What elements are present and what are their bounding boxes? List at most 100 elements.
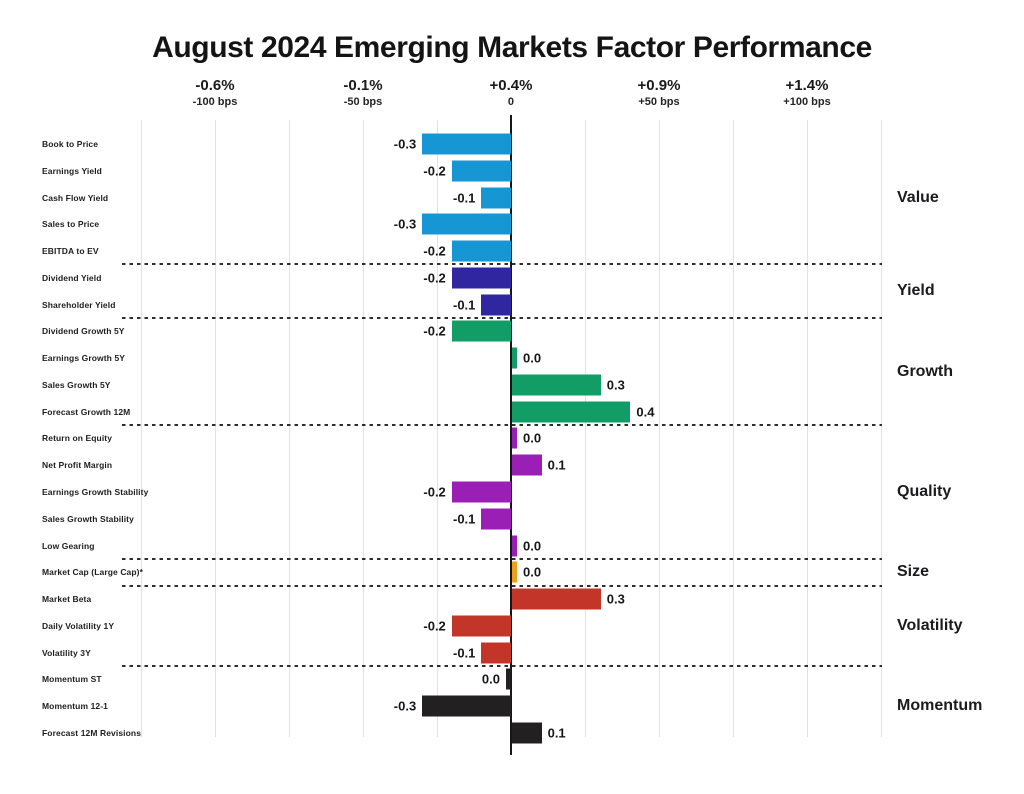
- bar-value-label: -0.1: [452, 511, 476, 527]
- factor-bar: [512, 588, 601, 610]
- group-separator-line: [122, 665, 882, 667]
- gridline: [141, 120, 142, 737]
- factor-bar: [481, 187, 511, 209]
- bar-value-label: -0.2: [423, 270, 446, 286]
- group-label: Value: [897, 188, 939, 206]
- bar-value-label: 0.0: [523, 430, 542, 446]
- axis-tick-pct-label: +0.4%: [489, 77, 533, 94]
- factor-label: Net Profit Margin: [42, 460, 113, 471]
- gridline: [881, 120, 882, 737]
- factor-bar: [512, 722, 542, 744]
- bar-value-label: 0.1: [547, 457, 566, 473]
- bar-value-label: 0.0: [523, 350, 542, 366]
- factor-label: Book to Price: [42, 139, 99, 149]
- factor-label: Return on Equity: [42, 433, 113, 444]
- gridline: [585, 120, 586, 737]
- factor-label: Sales to Price: [42, 219, 100, 230]
- factor-label: Shareholder Yield: [42, 299, 116, 310]
- factor-label: Earnings Growth Stability: [42, 487, 149, 497]
- gridline: [659, 120, 660, 737]
- axis-tick: -0.6% -100 bps: [193, 78, 238, 108]
- bar-value-label: 0.4: [636, 404, 655, 420]
- factor-label: Cash Flow Yield: [42, 192, 109, 203]
- axis-tick-pct-label: -0.1%: [343, 77, 383, 94]
- factor-bar: [451, 240, 511, 262]
- gridline: [215, 120, 216, 737]
- factor-label: Sales Growth 5Y: [42, 379, 111, 390]
- bar-value-label: 0.3: [606, 591, 625, 607]
- group-separator-line: [122, 584, 882, 587]
- bar-value-label: -0.3: [393, 216, 417, 232]
- group-label: Size: [897, 563, 930, 581]
- bar-value-label: -0.2: [423, 484, 446, 500]
- factor-label: Daily Volatility 1Y: [42, 620, 115, 631]
- group-separator-line: [122, 557, 882, 560]
- bar-value-label: -0.2: [423, 243, 446, 259]
- factor-label: Momentum 12-1: [42, 701, 109, 712]
- group-separator-line: [122, 424, 882, 427]
- group-label: Yield: [897, 282, 935, 300]
- factor-label: Market Cap (Large Cap)*: [42, 567, 144, 578]
- factor-bar: [422, 213, 511, 235]
- factor-bar: [512, 347, 517, 369]
- gridline: [733, 120, 734, 737]
- factor-label: Volatility 3Y: [42, 647, 91, 658]
- factor-label: Low Gearing: [42, 540, 95, 551]
- factor-label: Market Beta: [42, 594, 92, 605]
- axis-tick-pct-label: +1.4%: [785, 77, 829, 94]
- group-label: Quality: [897, 483, 952, 500]
- factor-label: Sales Growth Stability: [42, 513, 134, 524]
- axis-tick: +0.9% +50 bps: [638, 78, 681, 108]
- axis-tick-pct-label: +0.9%: [637, 77, 681, 94]
- factor-bar: [512, 427, 517, 449]
- zero-axis-line: [510, 115, 512, 755]
- bar-value-label: 0.3: [606, 377, 625, 393]
- factor-label: Earnings Yield: [42, 165, 102, 176]
- factor-label: Earnings Growth 5Y: [42, 353, 126, 364]
- gridline: [289, 120, 290, 737]
- factor-bar: [451, 481, 511, 503]
- axis-tick-bps-label: -50 bps: [343, 96, 383, 108]
- bar-value-label: -0.1: [452, 645, 476, 661]
- bar-value-label: -0.1: [452, 297, 476, 313]
- factor-bar: [481, 294, 511, 316]
- bar-value-label: -0.2: [423, 163, 446, 179]
- factor-bar: [451, 615, 511, 637]
- factor-label: Dividend Yield: [42, 272, 102, 283]
- factor-bar: [451, 160, 511, 182]
- factor-bar: [512, 401, 631, 423]
- bar-value-label: -0.2: [423, 618, 446, 634]
- factor-bar: [506, 668, 511, 690]
- factor-bar: [481, 508, 511, 530]
- bar-value-label: -0.3: [393, 136, 417, 152]
- factor-bar: [481, 642, 511, 664]
- axis-tick: +0.4% 0: [490, 78, 533, 108]
- bar-value-label: 0.0: [523, 564, 542, 580]
- factor-bar: [451, 320, 511, 342]
- gridline: [437, 120, 438, 737]
- factor-label: Forecast Growth 12M: [42, 406, 131, 417]
- bar-value-label: 0.0: [523, 538, 542, 554]
- factor-bar: [512, 454, 542, 476]
- bar-value-label: -0.2: [423, 323, 446, 339]
- gridline: [363, 120, 364, 737]
- factor-label: Dividend Growth 5Y: [42, 326, 125, 337]
- factor-bar: [422, 695, 511, 717]
- factor-label: EBITDA to EV: [42, 246, 99, 257]
- axis-tick-bps-label: 0: [507, 96, 515, 108]
- axis-tick: +1.4% +100 bps: [783, 78, 830, 108]
- axis-tick: -0.1% -50 bps: [343, 78, 382, 108]
- axis-tick-bps-label: +100 bps: [783, 96, 831, 108]
- axis-tick-pct-label: -0.6%: [195, 77, 235, 94]
- factor-bar: [422, 133, 511, 155]
- group-label: Growth: [897, 362, 953, 380]
- factor-bar: [512, 535, 517, 557]
- bar-value-label: -0.3: [393, 698, 417, 714]
- gridline: [807, 120, 808, 737]
- factor-bar: [512, 374, 601, 396]
- group-label: Momentum: [897, 697, 983, 715]
- factor-bar: [512, 561, 517, 583]
- bar-value-label: -0.1: [452, 190, 476, 206]
- axis-tick-bps-label: -100 bps: [192, 96, 238, 108]
